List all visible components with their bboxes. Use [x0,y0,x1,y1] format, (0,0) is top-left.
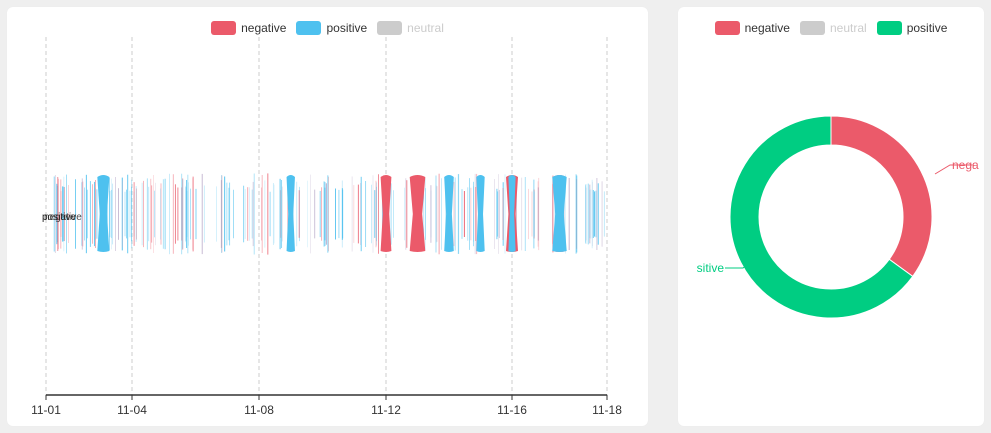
stream-panel: negative positive neutral 11-01 11-04 11-08 1… [7,7,648,426]
donut-legend-label-negative: negative [744,21,790,35]
stream-legend-label-positive: positive [326,21,368,35]
stream-legend-label-neutral: neutral [407,21,444,35]
x-tick-label: 11-16 [497,403,527,417]
donut-legend-swatch-positive [876,21,902,35]
label-line-positive [725,256,759,269]
donut-slice-positive[interactable] [729,115,914,319]
stream-legend-negative[interactable]: negative [211,21,286,35]
donut-chart: nega sitive [697,115,979,319]
stream-legend-label-negative: negative [241,21,287,35]
donut-label-positive: sitive [697,261,725,275]
donut-legend-swatch-neutral [799,21,825,35]
stream-band-positive[interactable] [508,175,516,252]
stream-band-negative[interactable] [380,175,392,252]
overlap-label-positive: positive [42,212,76,223]
stream-band-positive[interactable] [476,175,485,252]
x-tick-label: 11-18 [592,403,622,417]
donut-legend-label-positive: positive [906,21,948,35]
donut-legend-swatch-negative [714,21,740,35]
stream-band-positive[interactable] [444,175,454,252]
donut-legend: negative neutral positive [678,21,984,35]
label-line-negative [934,164,974,175]
stream-legend-positive[interactable]: positive [296,21,367,35]
donut-legend-label-neutral: neutral [829,21,867,35]
donut-slice-negative[interactable] [830,115,933,278]
x-tick-label: 11-08 [244,403,274,417]
stream-legend-swatch-negative [211,21,237,35]
stream-band-positive[interactable] [286,175,295,252]
stream-legend-swatch-positive [296,21,322,35]
stream-band-positive[interactable] [552,175,567,252]
stream-legend: negative positive neutral [7,21,648,35]
x-tick-label: 11-04 [117,403,147,417]
overlap-label-negative: negative [44,212,82,223]
donut-legend-neutral[interactable]: neutral [799,21,867,35]
donut-panel: negative neutral positive nega sitive [678,7,984,426]
donut-legend-negative[interactable]: negative [714,21,790,35]
stream-chart: 11-01 11-04 11-08 11-12 11-16 11-18 positive … [31,37,622,417]
x-tick-label: 11-01 [31,403,61,417]
stream-legend-swatch-neutral [377,21,403,35]
stream-band-positive[interactable] [97,175,110,252]
stream-band-negative[interactable] [409,175,426,252]
donut-legend-positive[interactable]: positive [876,21,948,35]
donut-label-negative: nega [952,158,979,172]
stream-legend-neutral[interactable]: neutral [377,21,444,35]
x-tick-label: 11-12 [371,403,401,417]
